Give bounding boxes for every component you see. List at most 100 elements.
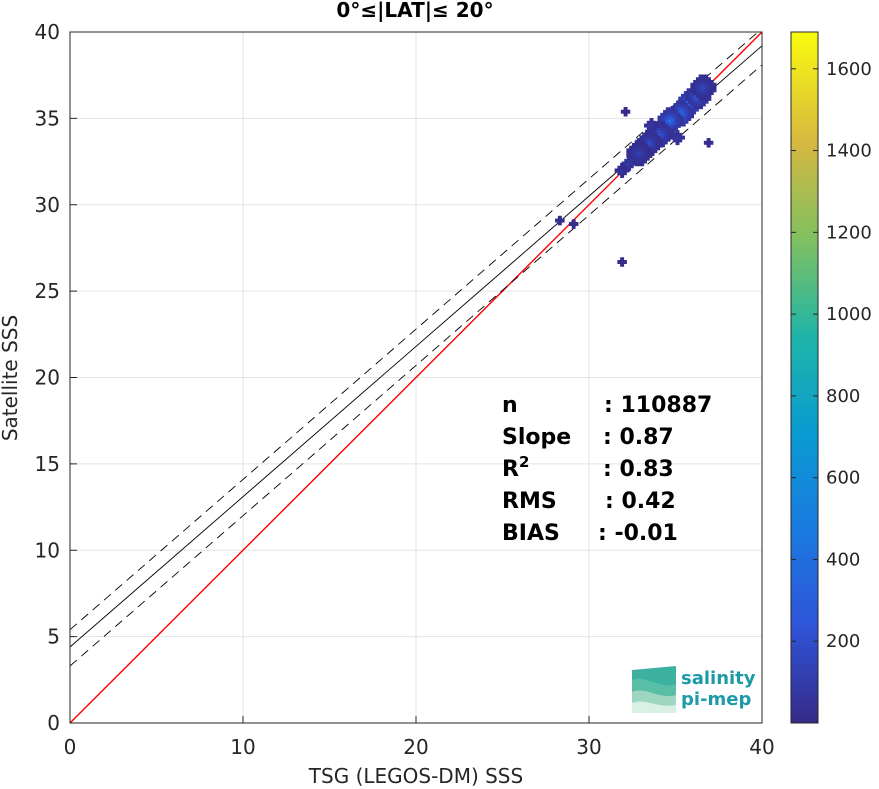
density-bin <box>685 94 690 99</box>
density-bin <box>695 80 700 84</box>
density-bin <box>617 168 622 173</box>
density-bin <box>684 116 689 121</box>
density-bin <box>647 140 652 145</box>
density-bin <box>626 109 631 114</box>
density-bin <box>652 126 657 131</box>
density-bin <box>658 129 663 134</box>
density-bin <box>634 162 639 167</box>
density-bin <box>673 103 678 108</box>
density-bin <box>625 168 630 173</box>
stat-label: n <box>502 393 518 418</box>
density-bin <box>696 96 701 101</box>
y-tick-label: 0 <box>47 711 60 735</box>
density-bin <box>671 107 676 112</box>
regression-upper-line <box>69 31 759 631</box>
density-bin <box>640 151 645 156</box>
density-bin <box>676 118 681 123</box>
density-bin <box>620 162 625 167</box>
density-bin <box>695 77 700 82</box>
density-bin <box>678 103 683 108</box>
stats-box: n: 110887 Slope: 0.87 R2: 0.83 RMS: 0.42 BIA… <box>502 393 712 546</box>
density-bin <box>706 91 711 96</box>
density-bin <box>666 129 671 134</box>
density-bin <box>709 140 714 145</box>
density-bin <box>568 222 573 226</box>
density-bin <box>560 218 565 223</box>
density-bin <box>645 145 650 150</box>
density-bin <box>627 161 632 166</box>
density-bin <box>622 165 627 170</box>
density-bin <box>698 93 703 98</box>
colorbar-ticks: 200 400 600 800 1000 1200 1400 1600 <box>791 59 872 652</box>
density-bin <box>658 134 663 139</box>
density-bin <box>690 111 694 116</box>
density-bin <box>626 148 631 153</box>
density-bin <box>687 108 692 113</box>
density-bin <box>634 140 639 145</box>
density-bin <box>665 112 670 117</box>
wave-logo-icon <box>632 666 676 713</box>
density-bin <box>684 114 689 119</box>
regression-lower-line <box>69 64 763 667</box>
density-bin <box>706 138 711 143</box>
density-bin <box>645 135 650 140</box>
density-bin <box>642 135 647 140</box>
density-bin <box>650 143 655 148</box>
density-bin <box>640 159 645 164</box>
density-bin <box>642 138 647 143</box>
density-bin <box>629 151 634 156</box>
density-bin <box>668 126 673 131</box>
density-bin <box>690 99 695 104</box>
density-bin <box>668 112 673 117</box>
density-bin <box>658 143 663 148</box>
density-bin <box>666 134 671 139</box>
density-bin <box>642 140 647 145</box>
density-bin <box>665 107 670 112</box>
density-bin <box>704 74 709 79</box>
density-bin <box>693 80 698 84</box>
colorbar <box>790 31 819 724</box>
colorbar-tick-label: 600 <box>826 468 860 489</box>
density-bin <box>637 140 642 145</box>
density-bin <box>655 126 660 131</box>
stat-value: : 110887 <box>604 393 712 418</box>
density-bin <box>695 91 700 96</box>
density-bin <box>684 119 689 124</box>
density-bin <box>666 137 671 142</box>
density-bin <box>676 112 681 117</box>
density-bin <box>693 96 698 101</box>
y-axis-ticks: 0 5 10 15 20 25 30 35 40 <box>35 20 77 735</box>
density-bin <box>660 140 665 145</box>
density-bin <box>656 140 661 145</box>
density-bin <box>676 123 681 128</box>
density-bin <box>694 107 699 112</box>
density-bin <box>671 129 676 134</box>
density-bin <box>703 140 708 145</box>
density-bin <box>653 132 658 137</box>
density-bin <box>676 105 681 110</box>
density-bin <box>684 103 689 108</box>
density-bin <box>631 156 636 161</box>
density-bin <box>693 88 698 93</box>
density-bin <box>658 140 663 145</box>
density-bin <box>663 137 668 142</box>
density-bin <box>704 93 709 98</box>
density-bin <box>701 102 706 107</box>
density-bin <box>634 151 639 156</box>
density-bin <box>652 129 657 134</box>
density-bin <box>660 121 665 126</box>
density-bin <box>678 100 683 105</box>
stat-label: BIAS <box>502 521 560 546</box>
density-bin <box>693 94 698 99</box>
density-bin <box>666 132 671 137</box>
density-bin <box>660 132 665 137</box>
density-bin <box>655 132 660 137</box>
density-bin <box>704 91 709 96</box>
density-bin <box>695 88 700 93</box>
density-bin <box>626 153 631 158</box>
colorbar-tick-label: 1400 <box>826 141 872 162</box>
density-bin <box>620 262 625 267</box>
density-bin <box>669 129 674 134</box>
density-bin <box>627 156 632 160</box>
colorbar-tick-label: 1000 <box>826 304 872 325</box>
